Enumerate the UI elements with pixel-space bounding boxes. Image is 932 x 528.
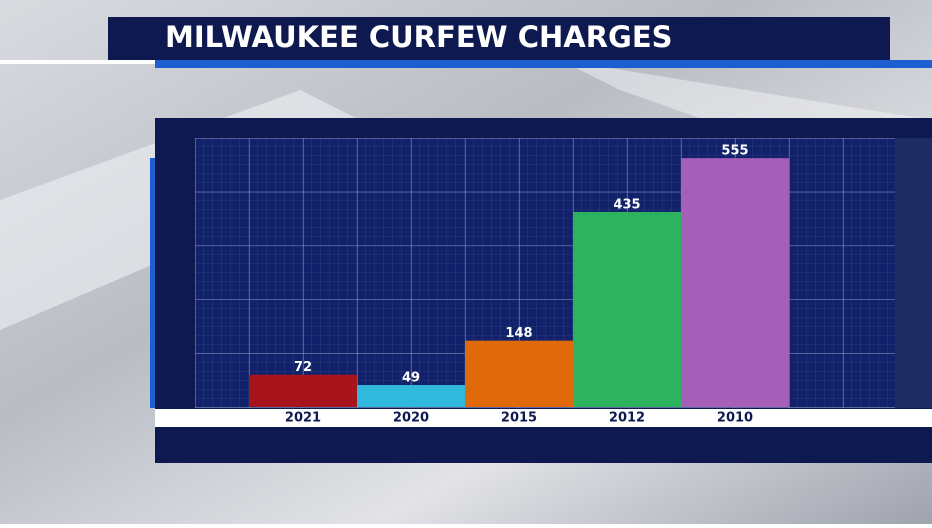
bar — [465, 340, 573, 407]
bar — [357, 385, 465, 407]
accent-line — [0, 60, 160, 64]
chart-title: MILWAUKEE CURFEW CHARGES — [165, 20, 673, 54]
bar — [249, 374, 357, 407]
bar — [681, 158, 789, 407]
side-accent — [150, 158, 155, 408]
value-label: 435 — [613, 197, 640, 212]
value-label: 555 — [721, 144, 748, 159]
panel-edge — [895, 138, 932, 408]
title-bar — [108, 17, 890, 60]
x-tick-label: 2010 — [717, 411, 753, 426]
title-underline — [155, 60, 932, 68]
value-label: 72 — [294, 360, 312, 375]
value-label: 148 — [505, 326, 532, 341]
bar — [573, 211, 681, 407]
x-tick-label: 2012 — [609, 411, 645, 426]
x-tick-label: 2015 — [501, 411, 537, 426]
category-strip — [155, 409, 932, 427]
x-tick-label: 2021 — [285, 411, 321, 426]
x-tick-label: 2020 — [393, 411, 429, 426]
value-label: 49 — [402, 371, 420, 386]
